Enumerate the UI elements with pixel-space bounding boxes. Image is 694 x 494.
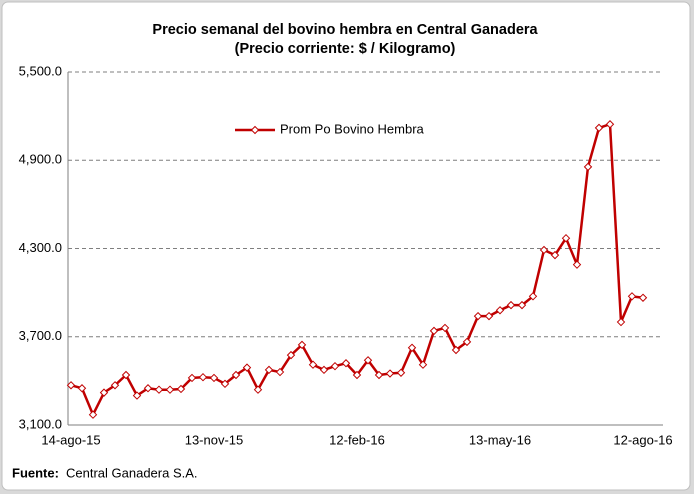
y-tick-label: 5,500.0 xyxy=(19,63,62,78)
point xyxy=(286,350,296,360)
point xyxy=(396,368,406,377)
point xyxy=(297,340,307,350)
y-tick-label: 3,100.0 xyxy=(19,416,62,431)
point xyxy=(308,360,318,369)
point xyxy=(253,385,263,394)
point xyxy=(495,306,505,315)
source: Central Ganadera S.A. xyxy=(66,465,198,480)
point xyxy=(231,370,241,380)
x-tick-label: 12-ago-16 xyxy=(613,432,672,447)
point xyxy=(275,367,285,377)
legend-label: Prom Po Bovino Hembra xyxy=(280,121,425,136)
point xyxy=(484,311,494,321)
point xyxy=(176,384,186,394)
point xyxy=(561,233,571,243)
x-tick-label: 14-ago-15 xyxy=(41,432,100,447)
point xyxy=(154,385,164,394)
point xyxy=(605,120,615,129)
point xyxy=(110,381,120,390)
point xyxy=(341,359,351,368)
point xyxy=(187,373,197,383)
x-tick-label: 12-feb-16 xyxy=(329,432,385,447)
point xyxy=(198,372,208,382)
point xyxy=(66,381,76,390)
legend-marker xyxy=(250,125,260,135)
point xyxy=(440,323,450,333)
point xyxy=(506,300,516,310)
point xyxy=(616,317,626,327)
point xyxy=(165,385,175,394)
point xyxy=(517,300,527,310)
point xyxy=(594,123,604,133)
point xyxy=(374,370,384,380)
point xyxy=(143,384,153,393)
point xyxy=(572,260,582,269)
x-tick-label: 13-nov-15 xyxy=(185,432,244,447)
point xyxy=(242,363,252,372)
point xyxy=(429,326,439,336)
point xyxy=(418,360,428,369)
point xyxy=(583,162,593,172)
point xyxy=(220,379,230,389)
point xyxy=(550,250,560,260)
point xyxy=(99,388,109,397)
chart-subtitle: (Precio corriente: $ / Kilogramo) xyxy=(235,41,456,57)
point xyxy=(330,361,340,371)
point xyxy=(121,370,131,380)
y-tick-label: 4,300.0 xyxy=(19,240,62,255)
source-label: Fuente: xyxy=(12,465,59,480)
y-tick-label: 4,900.0 xyxy=(19,152,62,167)
point xyxy=(407,343,417,352)
point xyxy=(462,337,472,347)
point xyxy=(209,373,219,383)
point xyxy=(385,369,395,378)
point xyxy=(264,365,274,375)
x-tick-label: 13-may-16 xyxy=(469,432,531,447)
point xyxy=(319,365,329,375)
point xyxy=(473,311,483,321)
point xyxy=(539,245,549,255)
point xyxy=(638,293,648,302)
y-tick-label: 3,700.0 xyxy=(19,328,62,343)
point xyxy=(451,345,461,355)
point xyxy=(363,356,373,365)
point xyxy=(132,391,142,400)
point xyxy=(77,384,87,393)
chart-title: Precio semanal del bovino hembra en Cent… xyxy=(152,22,538,38)
point xyxy=(88,410,98,419)
point xyxy=(528,292,538,301)
point xyxy=(627,292,637,301)
point xyxy=(352,370,362,380)
